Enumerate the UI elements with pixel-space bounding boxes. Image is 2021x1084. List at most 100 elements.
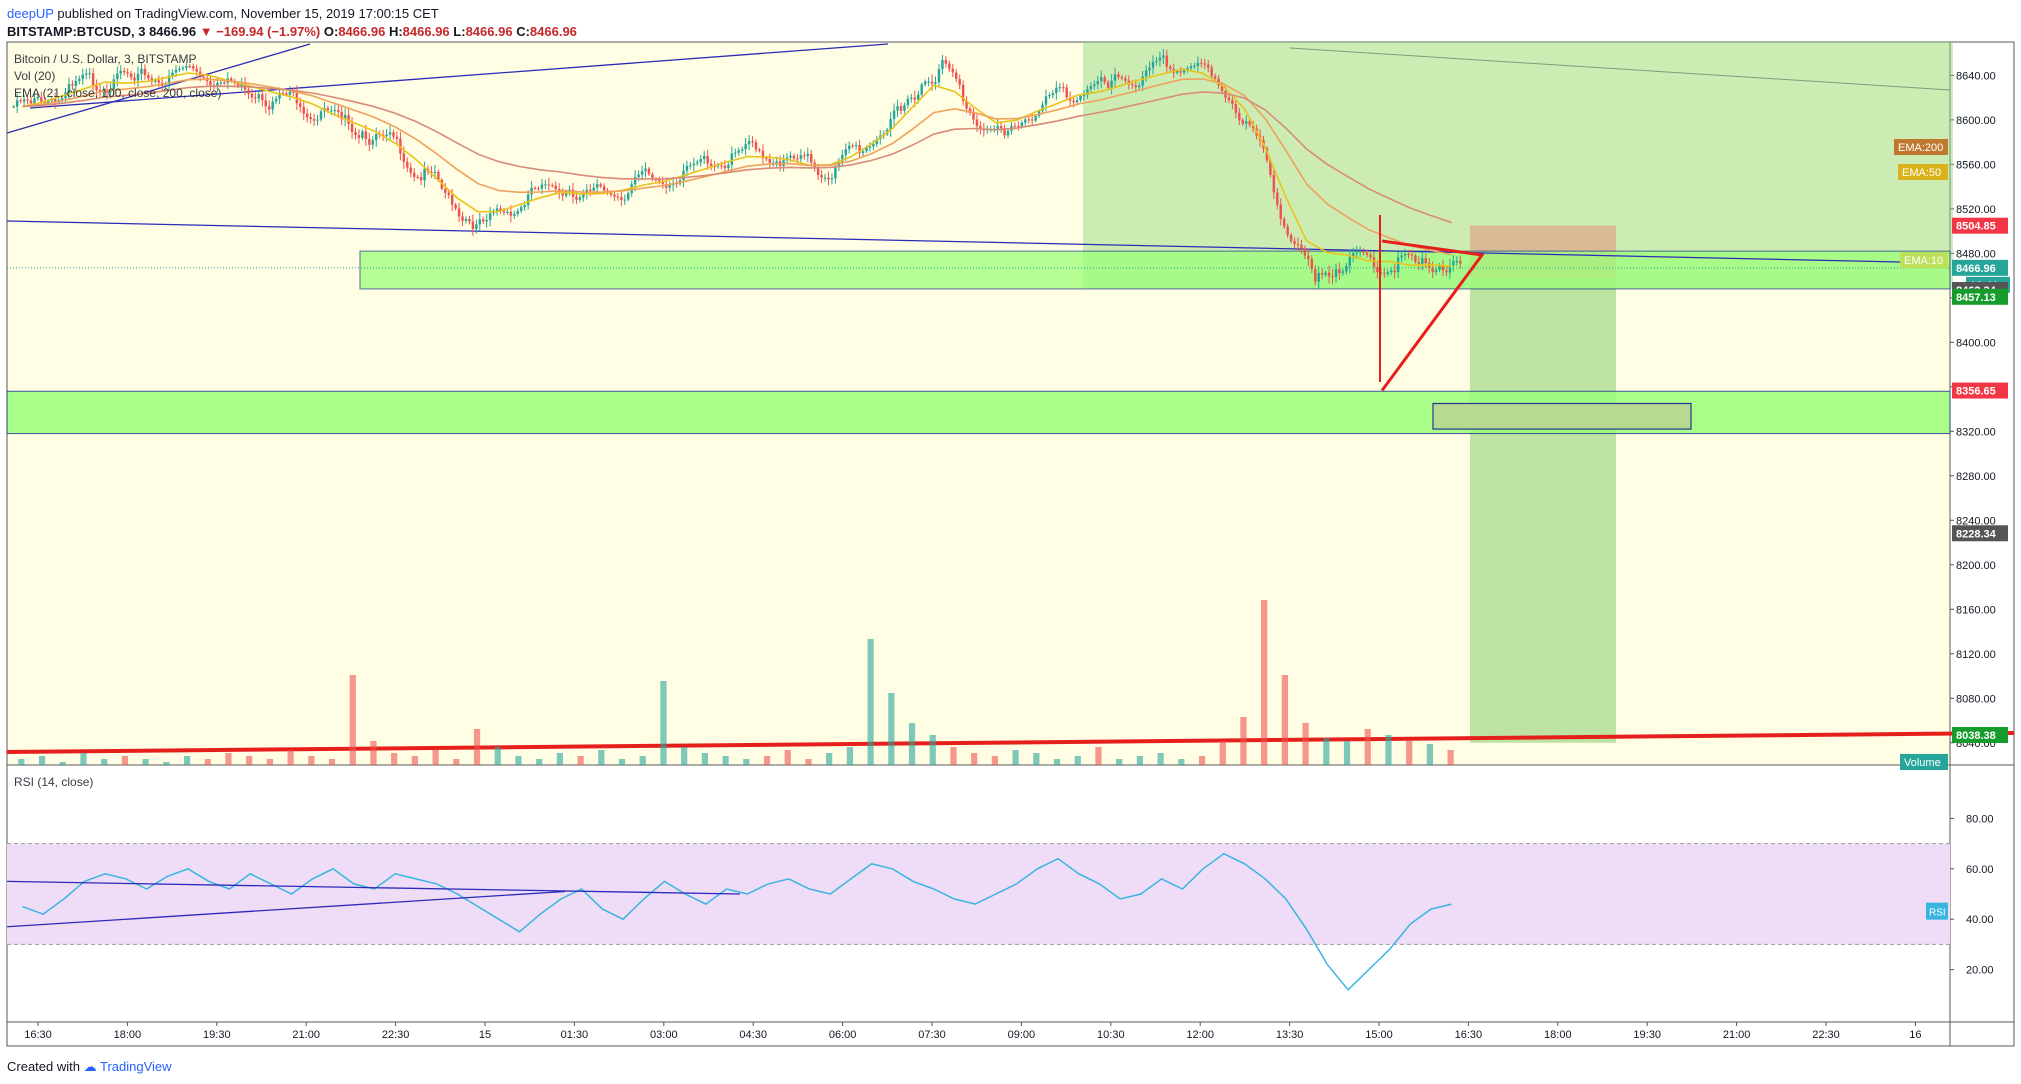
upper-support-zone [359, 250, 1951, 290]
candle-body [765, 158, 768, 160]
candle-body [823, 177, 827, 179]
volume-bar [473, 729, 481, 765]
candle-body [319, 111, 323, 120]
volume-bar [287, 750, 294, 765]
candle-body [1017, 125, 1020, 127]
candle-body [820, 175, 823, 178]
volume-bar [1095, 747, 1102, 765]
candle-body [1193, 66, 1196, 68]
candle-body [1234, 104, 1238, 113]
candle-body [934, 82, 937, 84]
candle-body [264, 100, 267, 107]
candle-body [305, 113, 309, 118]
candle-body [644, 168, 647, 172]
candle-body [689, 165, 692, 167]
candle-body [1390, 270, 1393, 273]
candle-body [1265, 148, 1269, 161]
candle-body [1386, 272, 1389, 274]
candle-body [1086, 89, 1089, 95]
candle-body [654, 179, 658, 181]
candle-body [223, 82, 226, 84]
tradingview-brand[interactable]: TradingView [100, 1059, 172, 1074]
x-tick-label: 15 [479, 1029, 491, 1041]
author-link[interactable]: deepUP [7, 6, 54, 21]
volume-bar [80, 753, 87, 765]
candle-body [154, 80, 157, 82]
candle-body [841, 155, 844, 162]
candle-body [1220, 85, 1224, 92]
candle-body [554, 185, 557, 190]
candle-body [361, 131, 364, 138]
legend-ema[interactable]: EMA (21, close, 100, close, 200, close) [14, 86, 222, 100]
x-tick-label: 07:30 [918, 1029, 946, 1041]
candle-body [1058, 87, 1062, 89]
x-tick-label: 10:30 [1097, 1029, 1125, 1041]
candle-body [975, 119, 979, 127]
candle-body [143, 68, 147, 76]
candle-body [595, 184, 599, 188]
candle-body [1003, 128, 1006, 136]
candle-body [1162, 55, 1165, 58]
candle-body [271, 101, 274, 110]
candle-body [1110, 80, 1113, 88]
axis-tag-bg [1898, 164, 1948, 180]
x-tick-label: 16 [1909, 1029, 1921, 1041]
trendline-blue-lower [6, 220, 1901, 263]
candle-body [1452, 261, 1455, 266]
candle-body [433, 171, 437, 173]
candle-body [1410, 254, 1414, 256]
candle-body [409, 167, 412, 173]
x-tick-label: 19:30 [203, 1029, 231, 1041]
candle-body [22, 99, 26, 102]
volume-bar [1343, 741, 1351, 765]
volume-bar [225, 753, 232, 765]
candle-body [937, 69, 941, 83]
candle-body [1434, 269, 1438, 272]
candle-body [112, 79, 116, 90]
candle-body [1051, 93, 1055, 96]
candle-body [302, 106, 305, 114]
candle-body [1151, 61, 1155, 68]
legend-series[interactable]: Bitcoin / U.S. Dollar, 3, BITSTAMP [14, 52, 197, 66]
candle-body [1210, 67, 1213, 77]
volume-bar [163, 762, 170, 765]
candle-body [847, 145, 851, 150]
x-tick-label: 22:30 [1812, 1029, 1840, 1041]
candle-body [1024, 119, 1027, 123]
candle-body [1431, 267, 1434, 272]
candle-body [958, 78, 961, 85]
candle-body [965, 100, 968, 109]
y-tick-label: 8640.00 [1956, 70, 1996, 82]
candle-body [537, 188, 540, 190]
y-tick-label: 8480.00 [1956, 248, 1996, 260]
candle-body [747, 141, 751, 145]
candle-body [105, 90, 109, 93]
y-tick-label: 8280.00 [1956, 471, 1996, 483]
y-tick-label: 8560.00 [1956, 159, 1996, 171]
candle-body [1079, 95, 1082, 101]
legend-rsi[interactable]: RSI (14, close) [14, 775, 94, 789]
candle-body [509, 211, 513, 216]
candle-body [589, 189, 592, 191]
volume-bar [991, 756, 998, 765]
candle-body [364, 131, 368, 139]
volume-bar [266, 759, 273, 765]
candle-body [1303, 248, 1307, 256]
volume-bar [1074, 756, 1081, 765]
open-label: O: [323, 24, 339, 39]
candle-body [1217, 78, 1220, 86]
triangle-pattern [1380, 239, 1485, 392]
candle-body [592, 187, 595, 191]
legend-volume[interactable]: Vol (20) [14, 69, 56, 83]
candle-body [1345, 266, 1348, 272]
candle-body [616, 196, 620, 198]
symbol-label: BITSTAMP:BTCUSD, 3 [7, 24, 146, 39]
candle-body [1113, 74, 1117, 81]
y-tick-label: 8200.00 [1956, 560, 1996, 572]
candle-body [575, 196, 578, 200]
candle-body [178, 68, 181, 70]
candle-body [185, 66, 188, 68]
volume-bar [763, 756, 771, 765]
candle-body [858, 145, 861, 154]
